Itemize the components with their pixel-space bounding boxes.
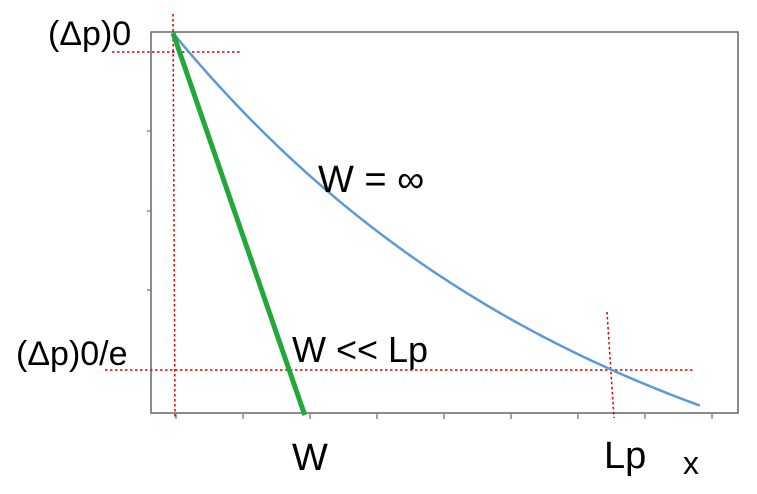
series-label-w-infinite: W = ∞ — [318, 159, 424, 201]
series-line-w-much-less-lp — [170, 32, 308, 416]
x-axis-label: x — [683, 445, 699, 481]
y-tick-label-top: (Δp)0 — [48, 15, 131, 53]
x-axis-ticks — [175, 413, 713, 419]
guide-vertical-lp — [606, 311, 615, 419]
x-tick-label-w: W — [292, 437, 328, 479]
y-tick-label-bottom: (Δp)0/e — [16, 335, 128, 373]
guide-lines — [105, 13, 693, 419]
guide-vertical-origin — [172, 13, 176, 419]
x-tick-label-lp: Lp — [604, 435, 646, 477]
series-line-w-infinite — [172, 32, 701, 407]
y-axis-ticks — [147, 130, 151, 291]
series-label-w-much-less-lp: W << Lp — [292, 329, 428, 370]
